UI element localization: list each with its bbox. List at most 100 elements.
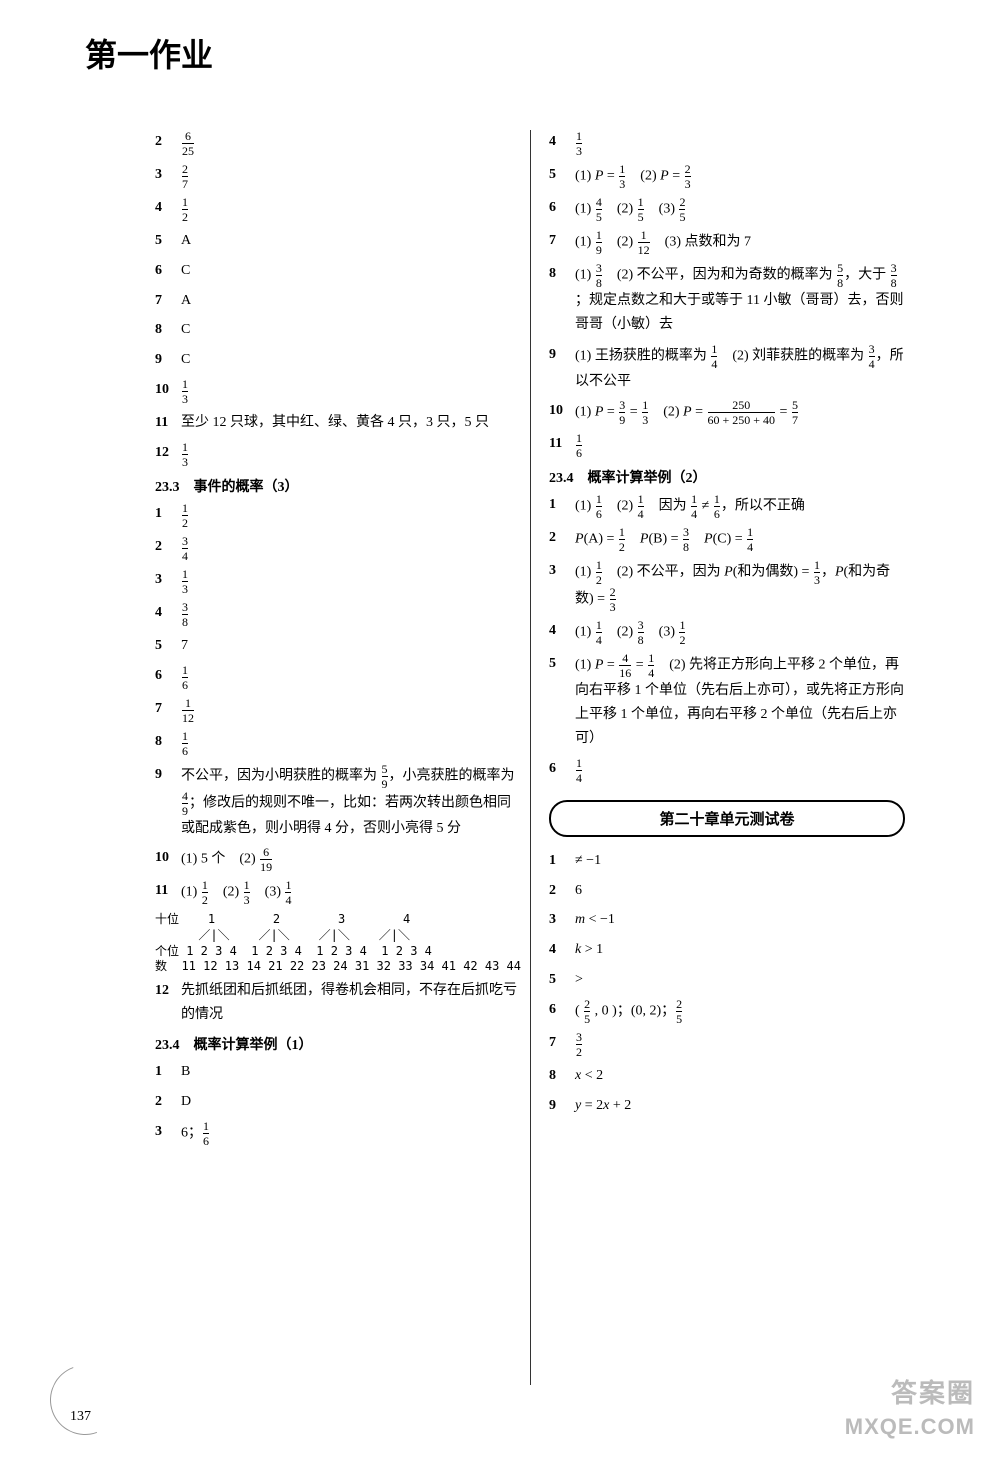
item-number: 6 (155, 664, 181, 688)
item-number: 10 (155, 378, 181, 402)
left-items-b: 1122343134385761671128169不公平，因为小明获胜的概率为 … (155, 502, 520, 907)
answer-item: 7112 (155, 697, 520, 724)
tree-row-4: 数 11 12 13 14 21 22 23 24 31 32 33 34 41… (155, 959, 520, 975)
item-body: (1) 16 (2) 14 因为 14 ≠ 16，所以不正确 (575, 493, 905, 520)
item-body: 27 (181, 163, 520, 190)
item-number: 12 (155, 979, 181, 1003)
answer-item: 8C (155, 318, 520, 342)
answer-item: 438 (155, 601, 520, 628)
item-body: x < 2 (575, 1064, 905, 1088)
item-number: 7 (155, 289, 181, 313)
answer-item: 1213 (155, 441, 520, 468)
item-number: 12 (155, 441, 181, 465)
item-number: 4 (549, 938, 575, 962)
answer-item: 5(1) P = 13 (2) P = 23 (549, 163, 905, 190)
item-body: 12 (181, 502, 520, 529)
item-number: 4 (155, 601, 181, 625)
item-number: 5 (155, 634, 181, 658)
item-body: 625 (181, 130, 520, 157)
answer-item: 234 (155, 535, 520, 562)
item-body: 13 (181, 568, 520, 595)
answer-item: 11至少 12 只球，其中红、绿、黄各 4 只，3 只，5 只 (155, 411, 520, 435)
right-column: 4135(1) P = 13 (2) P = 236(1) 45 (2) 15 … (530, 130, 905, 1385)
watermark-2: MXQE.COM (845, 1414, 975, 1440)
answer-item: 112 (155, 502, 520, 529)
answer-item: 36；16 (155, 1120, 520, 1147)
item-body: A (181, 289, 520, 313)
answer-item: 57 (155, 634, 520, 658)
item-number: 2 (549, 879, 575, 903)
item-number: 1 (155, 1060, 181, 1084)
item-number: 5 (549, 968, 575, 992)
answer-item: 8x < 2 (549, 1064, 905, 1088)
item-number: 11 (549, 432, 575, 456)
answer-item: 10(1) 5 个 (2) 619 (155, 846, 520, 873)
right-items-a: 413 5(1) P = 13 (2) P = 23 6(1) 45 (2) 15 … (549, 130, 905, 459)
item-body: 16 (181, 664, 520, 691)
item-number: 2 (155, 1090, 181, 1114)
item-number: 6 (549, 757, 575, 781)
item-number: 3 (155, 163, 181, 187)
item-body: 至少 12 只球，其中红、绿、黄各 4 只，3 只，5 只 (181, 411, 520, 435)
item-number: 8 (155, 730, 181, 754)
item-body: 先抓纸团和后抓纸团，得卷机会相同，不存在后抓吃亏的情况 (181, 979, 520, 1027)
tree-row-1: 十位 1 2 3 4 (155, 912, 520, 928)
left-items-c: 1B2D36；16 (155, 1060, 520, 1147)
item-body: 不公平，因为小明获胜的概率为 59，小亮获胜的概率为 49；修改后的规则不唯一，… (181, 763, 520, 841)
item-number: 3 (549, 559, 575, 583)
answer-item: 732 (549, 1031, 905, 1058)
item-number: 6 (549, 196, 575, 220)
item-body: (1) P = 13 (2) P = 23 (575, 163, 905, 190)
left-items-b2: 12先抓纸团和后抓纸团，得卷机会相同，不存在后抓吃亏的情况 (155, 979, 520, 1027)
item-number: 11 (155, 879, 181, 903)
item-body: k > 1 (575, 938, 905, 962)
item-number: 4 (549, 619, 575, 643)
right-items-c: 1≠ −1263m < −14k > 15>6( 25 , 0 )；(0, 2)… (549, 849, 905, 1118)
item-body: y = 2x + 2 (575, 1094, 905, 1118)
page-arc (38, 1353, 131, 1446)
left-items-a: 26253274125A6C7A8C9C101311至少 12 只球，其中红、绿… (155, 130, 520, 468)
item-body: (1) P = 39 = 13 (2) P = 25060 + 250 + 40… (575, 399, 905, 426)
page-title: 第一作业 (85, 30, 213, 76)
item-body: ≠ −1 (575, 849, 905, 873)
item-body: 13 (181, 378, 520, 405)
item-number: 7 (549, 1031, 575, 1055)
item-number: 1 (155, 502, 181, 526)
item-body: (1) 14 (2) 38 (3) 12 (575, 619, 905, 646)
answer-item: 12先抓纸团和后抓纸团，得卷机会相同，不存在后抓吃亏的情况 (155, 979, 520, 1027)
item-body: (1) P = 416 = 14 (2) 先将正方形向上平移 2 个单位，再向右… (575, 652, 905, 750)
answer-item: 9不公平，因为小明获胜的概率为 59，小亮获胜的概率为 49；修改后的规则不唯一… (155, 763, 520, 841)
answer-item: 1(1) 16 (2) 14 因为 14 ≠ 16，所以不正确 (549, 493, 905, 520)
item-body: (1) 5 个 (2) 619 (181, 846, 520, 873)
item-body: 13 (575, 130, 905, 157)
item-number: 3 (155, 1120, 181, 1144)
item-body: A (181, 229, 520, 253)
item-number: 10 (155, 846, 181, 870)
item-body: 16 (575, 432, 905, 459)
section-head-23-4-2: 23.4 概率计算举例（2） (549, 467, 905, 487)
answer-item: 327 (155, 163, 520, 190)
item-body: B (181, 1060, 520, 1084)
item-number: 3 (155, 568, 181, 592)
item-number: 2 (549, 526, 575, 550)
section-head-23-3-3: 23.3 事件的概率（3） (155, 476, 520, 496)
item-body: (1) 19 (2) 112 (3) 点数和为 7 (575, 229, 905, 256)
item-body: C (181, 318, 520, 342)
answer-item: 9y = 2x + 2 (549, 1094, 905, 1118)
item-number: 8 (155, 318, 181, 342)
item-number: 5 (155, 229, 181, 253)
answer-item: 11(1) 12 (2) 13 (3) 14 (155, 879, 520, 906)
item-body: 6 (575, 879, 905, 903)
answer-item: 10(1) P = 39 = 13 (2) P = 25060 + 250 + … (549, 399, 905, 426)
item-body: 7 (181, 634, 520, 658)
answer-item: 5> (549, 968, 905, 992)
item-number: 6 (549, 998, 575, 1022)
answer-item: 3m < −1 (549, 908, 905, 932)
answer-item: 413 (549, 130, 905, 157)
answer-item: 9C (155, 348, 520, 372)
answer-item: 1B (155, 1060, 520, 1084)
answer-item: 313 (155, 568, 520, 595)
answer-item: 5(1) P = 416 = 14 (2) 先将正方形向上平移 2 个单位，再向… (549, 652, 905, 750)
answer-item: 6(1) 45 (2) 15 (3) 25 (549, 196, 905, 223)
item-body: m < −1 (575, 908, 905, 932)
